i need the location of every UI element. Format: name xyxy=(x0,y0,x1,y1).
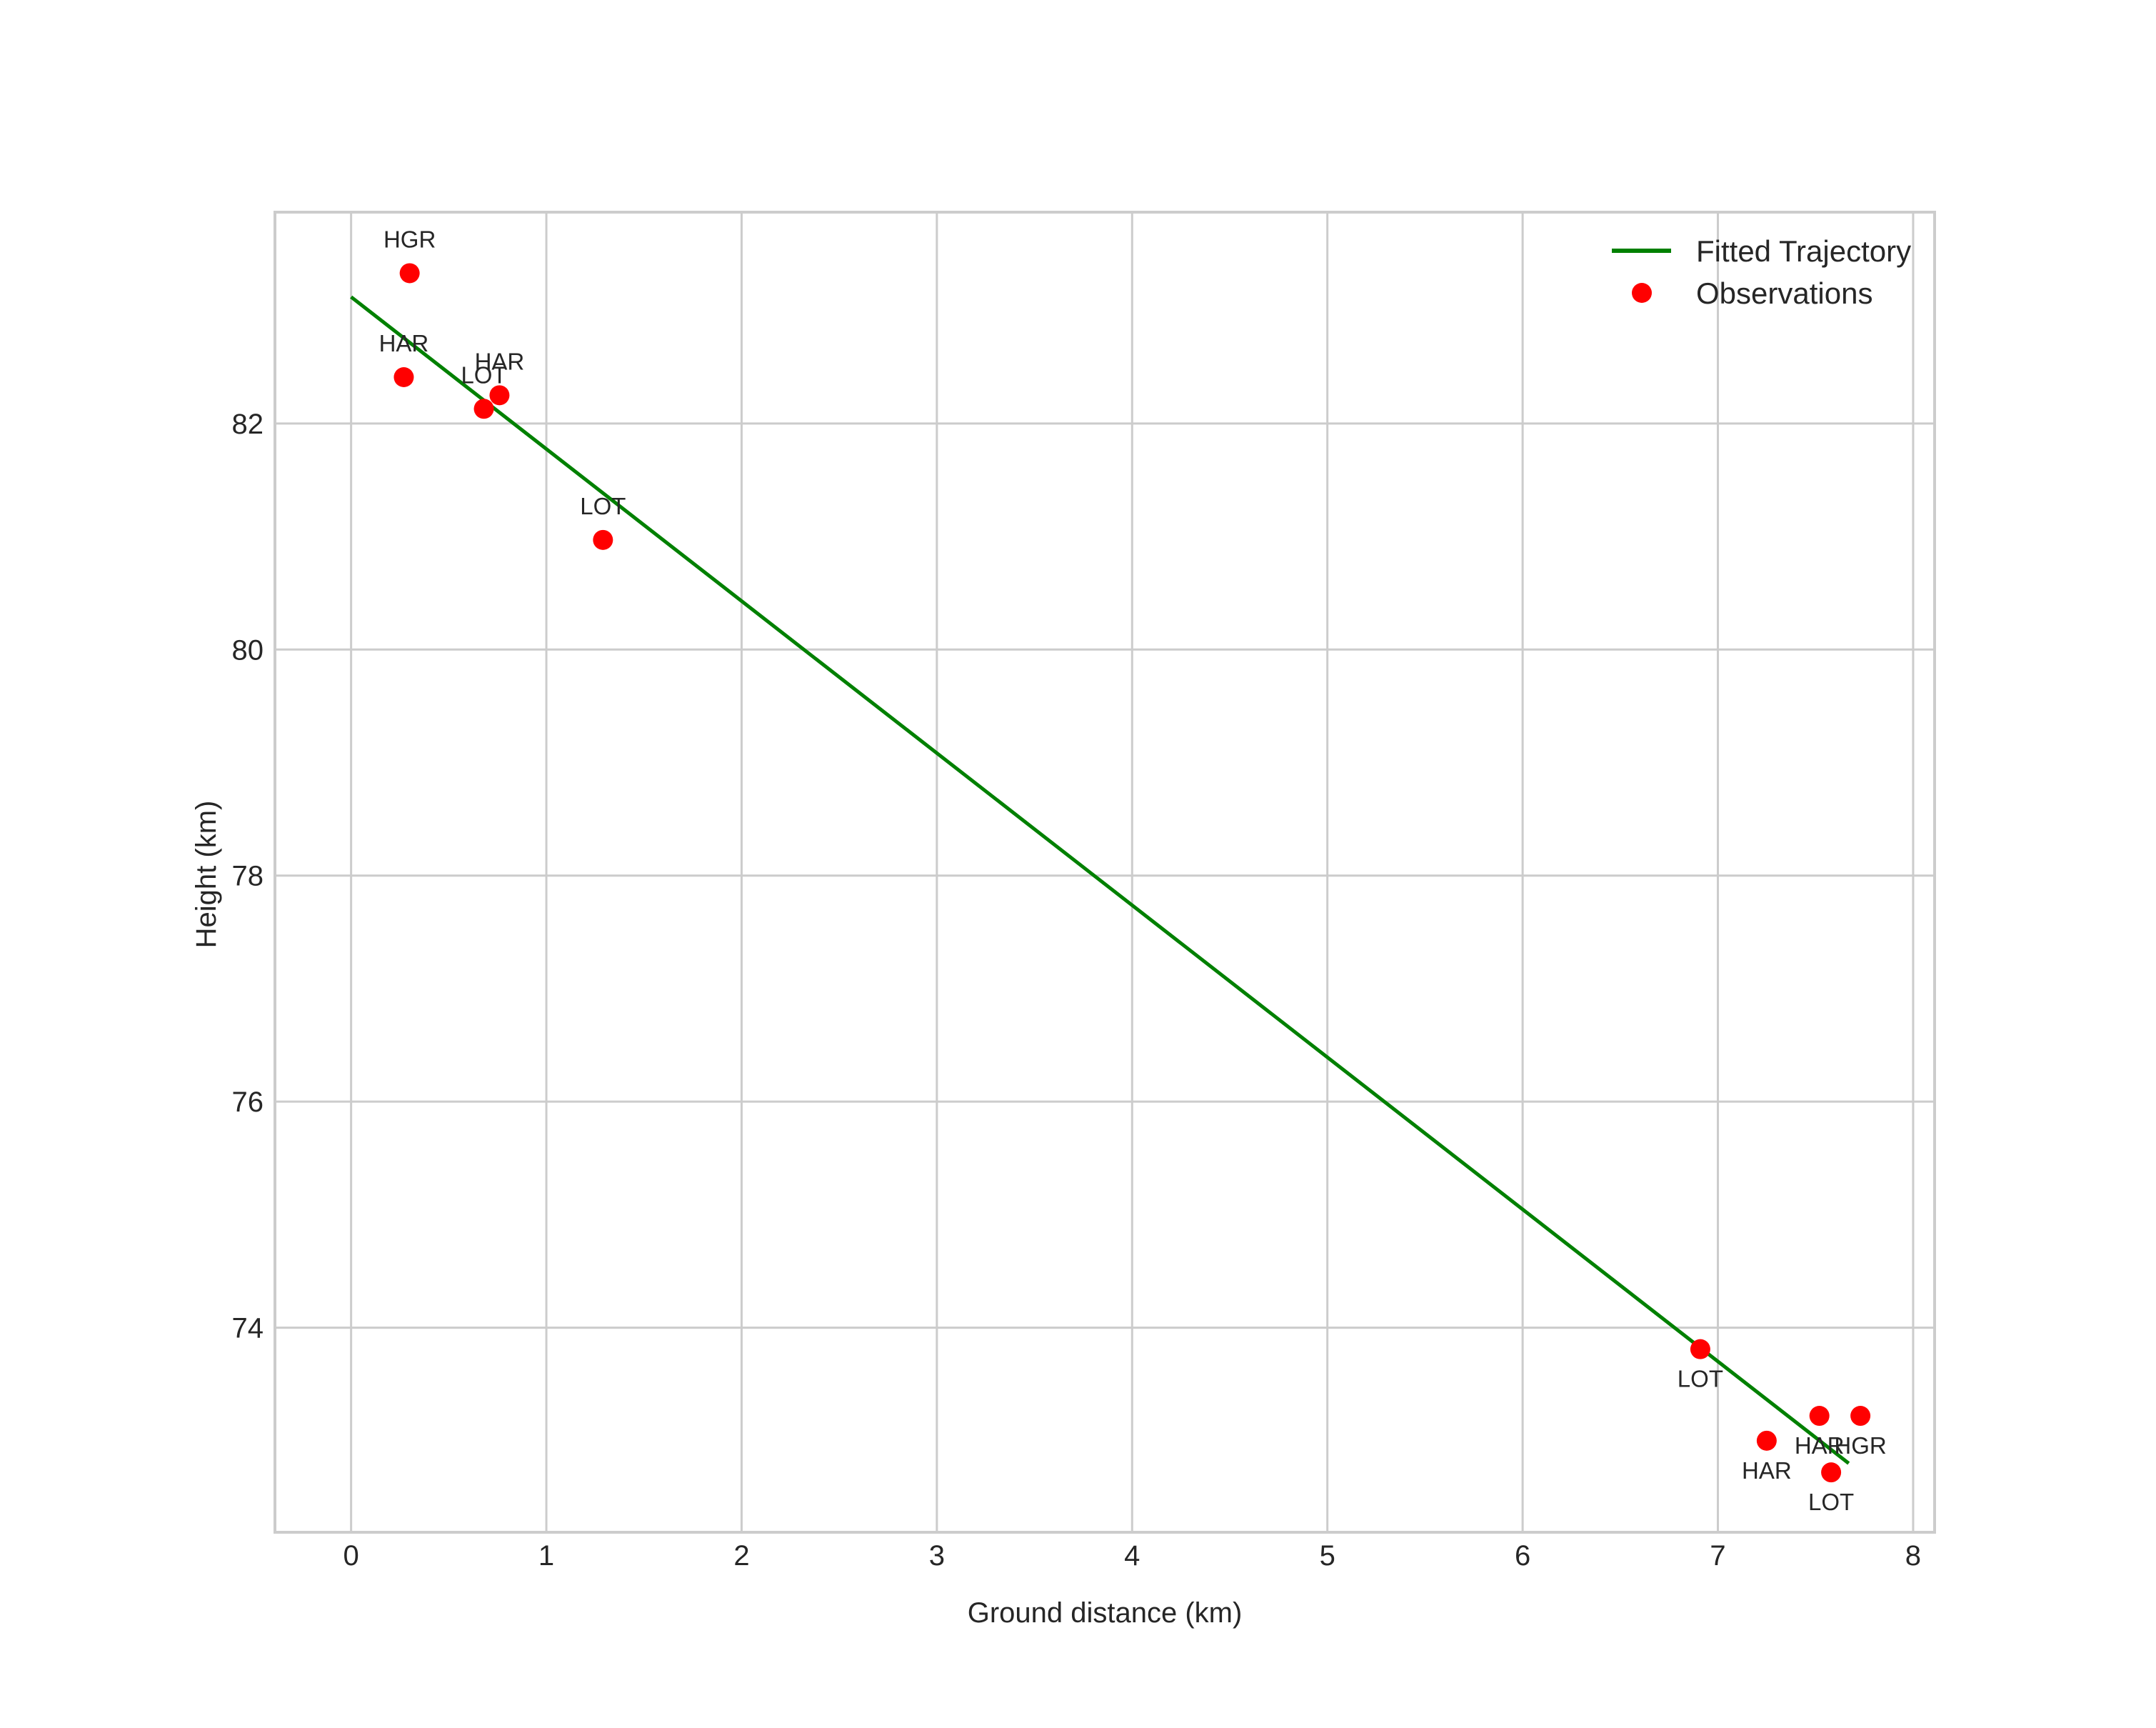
observation-point xyxy=(1690,1339,1710,1359)
observation-point xyxy=(393,367,414,387)
station-label: HGR xyxy=(1834,1432,1886,1459)
x-tick-label: 7 xyxy=(1710,1540,1725,1572)
station-label: HAR xyxy=(475,348,525,374)
observation-point xyxy=(1809,1406,1830,1427)
x-axis-ticks: 0 1 2 3 4 5 6 7 8 xyxy=(344,1540,1922,1572)
observation-point xyxy=(473,399,494,419)
observation-point xyxy=(1756,1430,1777,1451)
station-label: HAR xyxy=(1742,1457,1792,1484)
x-tick-label: 8 xyxy=(1905,1540,1921,1572)
observation-point xyxy=(593,529,613,550)
y-tick-label: 80 xyxy=(232,634,264,666)
station-label: LOT xyxy=(1808,1489,1854,1515)
observation-point xyxy=(1850,1406,1871,1427)
legend-label-fitted-trajectory: Fitted Trajectory xyxy=(1696,234,1911,268)
y-tick-label: 82 xyxy=(232,409,264,440)
station-label: LOT xyxy=(1678,1366,1723,1392)
axes-frame xyxy=(274,211,1936,1534)
y-tick-label: 78 xyxy=(232,861,264,892)
y-axis-label: Height (km) xyxy=(191,801,222,949)
station-label: HGR xyxy=(383,226,436,252)
station-label: HAR xyxy=(1795,1432,1845,1459)
station-label: LOT xyxy=(580,493,626,519)
observation-point xyxy=(399,263,420,284)
y-tick-label: 76 xyxy=(232,1087,264,1118)
observation-point xyxy=(1821,1462,1842,1483)
y-axis-ticks: 74 76 78 80 82 xyxy=(232,409,264,1344)
x-tick-label: 1 xyxy=(538,1540,554,1572)
x-tick-label: 0 xyxy=(344,1540,359,1572)
legend-label-observations: Observations xyxy=(1696,276,1872,310)
grid-lines xyxy=(275,212,1935,1532)
trajectory-polyline xyxy=(350,295,1850,1465)
x-tick-label: 3 xyxy=(929,1540,945,1572)
fitted-trajectory-line xyxy=(350,295,1850,1465)
x-tick-label: 5 xyxy=(1320,1540,1335,1572)
station-label: LOT xyxy=(461,361,506,388)
station-label: HAR xyxy=(379,330,429,356)
x-tick-label: 4 xyxy=(1124,1540,1140,1572)
observation-point xyxy=(489,385,510,406)
legend: Fitted Trajectory Observations xyxy=(1612,234,1911,310)
y-tick-label: 74 xyxy=(232,1313,264,1344)
x-axis-label: Ground distance (km) xyxy=(968,1597,1243,1629)
legend-marker-swatch xyxy=(1632,283,1652,303)
observation-points xyxy=(393,263,1871,1483)
x-tick-label: 2 xyxy=(733,1540,749,1572)
x-tick-label: 6 xyxy=(1515,1540,1530,1572)
